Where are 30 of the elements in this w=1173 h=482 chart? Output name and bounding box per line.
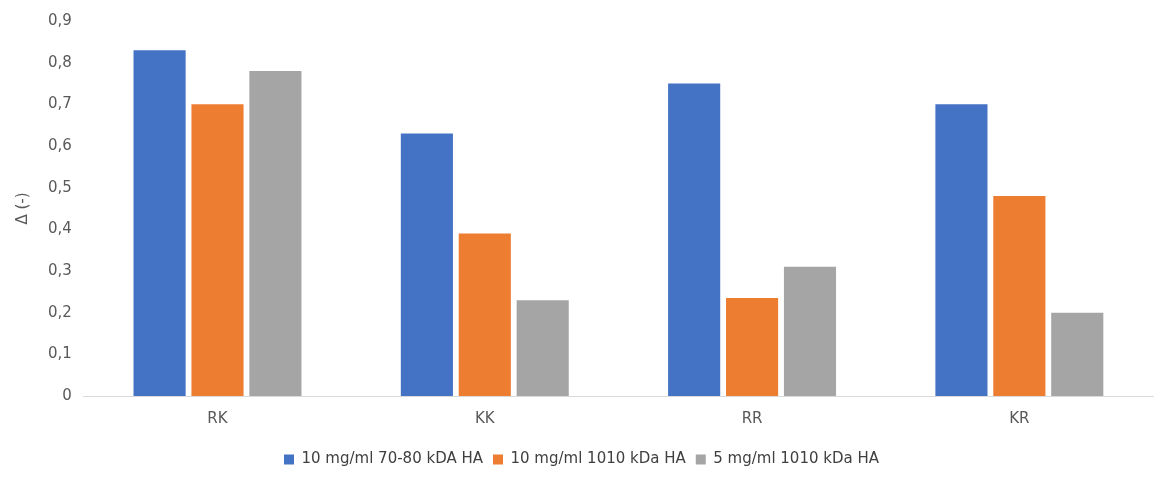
bar [249,71,302,396]
y-tick-label: 0,6 [48,135,72,154]
legend-label: 5 mg/ml 1010 kDa HA [713,449,880,468]
bar [783,266,837,396]
x-tick-label: KR [1009,408,1030,427]
legend-label: 10 mg/ml 1010 kDa HA [510,449,687,468]
y-tick-label: 0 [62,385,72,404]
bar [726,298,779,396]
x-tick-label: KK [474,408,496,427]
bar [191,104,244,396]
bar [993,196,1046,396]
bar [1051,312,1104,396]
legend-label: 10 mg/ml 70-80 kDA HA [301,449,484,468]
bar [935,104,988,396]
y-tick-label: 0,3 [48,260,72,279]
x-tick-label: RK [207,408,229,427]
y-tick-label: 0,8 [48,52,72,71]
y-axis-title: Δ (-) [12,192,31,225]
y-tick-label: 0,5 [48,177,72,196]
bar [400,133,453,396]
bar [516,300,569,396]
y-tick-label: 0,2 [48,302,72,321]
y-tick-label: 0,9 [48,10,72,29]
bar [133,50,186,396]
bar [668,83,721,396]
x-tick-label: RR [741,408,763,427]
y-tick-label: 0,1 [48,344,72,363]
y-tick-label: 0,7 [48,94,72,113]
bar [458,233,511,396]
y-tick-label: 0,4 [48,219,72,238]
